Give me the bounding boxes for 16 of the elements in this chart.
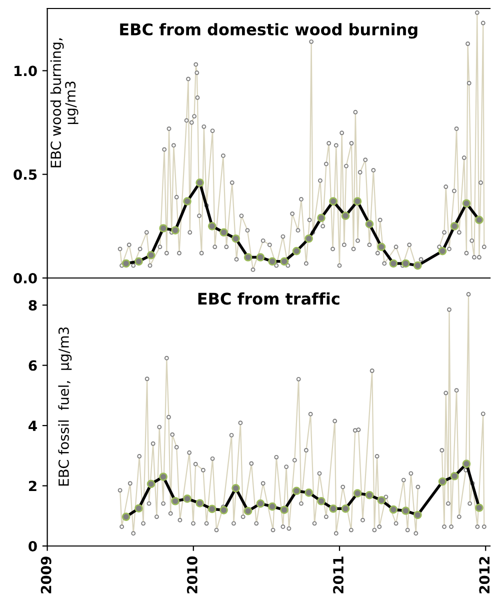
y-tick-label: 6 <box>28 360 37 371</box>
y-tick-label: 1.0 <box>14 66 37 76</box>
y-axis-title: EBC wood burning, µg/m3 <box>50 38 78 168</box>
text: EBC from traffic <box>198 292 340 305</box>
y-tick-label: 0.5 <box>14 169 37 180</box>
y-axis-title: EBC fossil fuel, µg/m3 <box>58 327 72 486</box>
y-tick-label: 0 <box>28 540 37 552</box>
x-tick-label: 2011 <box>333 556 344 594</box>
y-tick-label: 4 <box>28 420 37 431</box>
y-tick-label: 0.0 <box>14 272 37 284</box>
x-tick-label: 2010 <box>186 556 198 594</box>
y-tick-label: 2 <box>29 480 36 492</box>
y-tick-label: 8 <box>28 300 37 311</box>
text: EBC from domestic wood burning <box>120 23 418 39</box>
x-tick-label: 2012 <box>479 556 490 594</box>
x-tick-label: 2009 <box>40 556 52 594</box>
